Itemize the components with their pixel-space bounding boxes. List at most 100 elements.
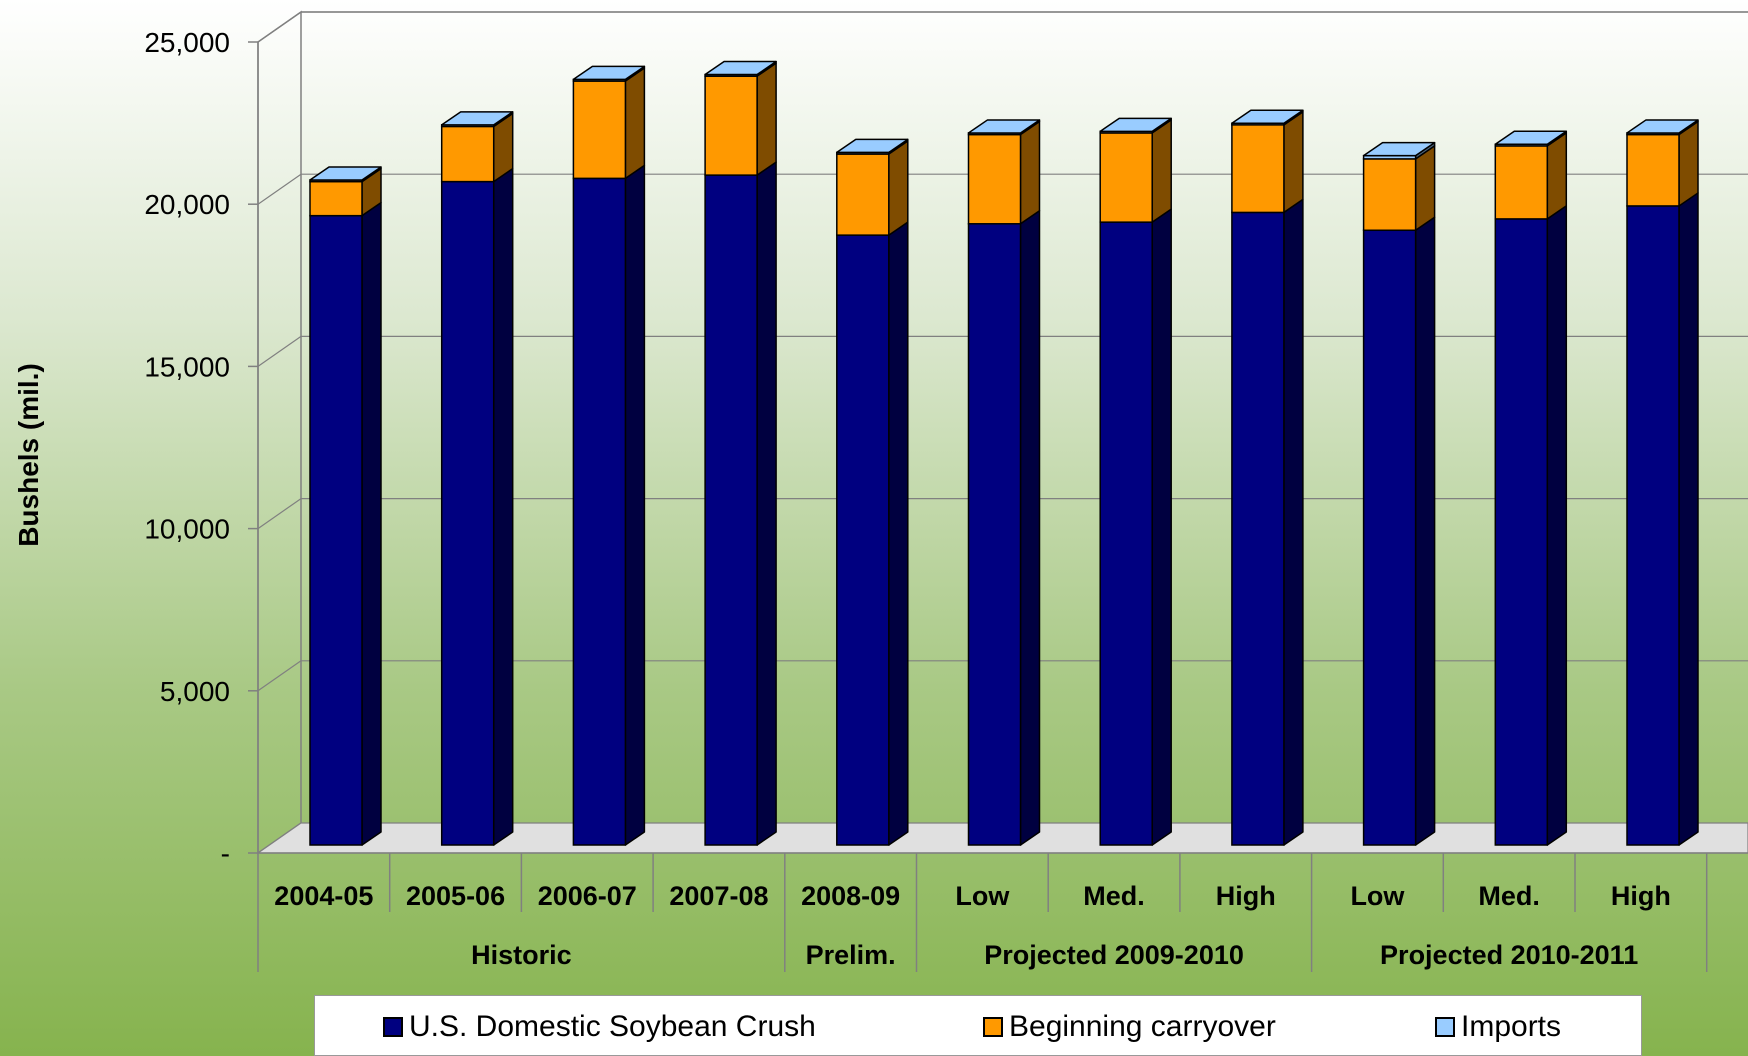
x-tick-label: Med. — [1083, 881, 1145, 911]
bar-side — [1283, 111, 1304, 214]
gridline-side — [257, 335, 302, 367]
x-tick-label: 2004-05 — [274, 881, 373, 911]
bar-segment — [1099, 132, 1153, 223]
bar-stack — [1494, 130, 1568, 846]
bar-stack — [1362, 141, 1436, 846]
y-tick-label: 5,000 — [160, 676, 230, 707]
x-tick-label: 2007-08 — [669, 881, 768, 911]
bar-segment — [572, 177, 627, 846]
gridline-side — [257, 660, 302, 692]
bar-side — [1019, 120, 1041, 225]
legend-item-carryover: Beginning carryover — [983, 1010, 1276, 1044]
bar-side — [756, 161, 777, 846]
legend-swatch-imports — [1435, 1017, 1455, 1037]
bar-side — [492, 167, 514, 846]
y-tick-label: 20,000 — [144, 189, 230, 220]
y-axis-label: Bushels (mil.) — [13, 363, 44, 547]
bar-segment — [440, 125, 495, 183]
bar-segment — [1231, 211, 1285, 846]
bar-segment — [572, 80, 627, 180]
bar-side — [1546, 205, 1568, 846]
y-tick-label: 25,000 — [144, 27, 230, 58]
bar-segment — [1362, 229, 1417, 846]
y-tick-label: - — [221, 838, 230, 869]
x-group-label: Projected 2009-2010 — [984, 940, 1244, 970]
bar-stack — [704, 60, 777, 846]
gridline-side — [257, 173, 302, 205]
bar-top — [1494, 130, 1568, 146]
bar-side — [361, 201, 382, 846]
x-group-label: Historic — [471, 940, 572, 970]
bar-side — [888, 221, 909, 846]
bar-segment — [967, 133, 1022, 225]
y-tick-label: 10,000 — [144, 514, 230, 545]
bar-segment — [967, 223, 1022, 846]
bar-stack — [1099, 117, 1172, 846]
bar-side — [624, 67, 646, 180]
bar-top — [1362, 141, 1436, 157]
bar-segment — [1231, 124, 1285, 214]
legend-swatch-crush — [383, 1017, 403, 1037]
bar-segment — [836, 234, 890, 846]
x-group-label: Prelim. — [806, 940, 896, 970]
bar-segment — [309, 180, 363, 217]
bar-top — [967, 119, 1041, 134]
bar-segment — [309, 214, 363, 846]
bar-side — [1546, 132, 1568, 220]
bar-segment — [1626, 205, 1680, 846]
bar-top — [1231, 109, 1304, 124]
bar-segment — [704, 75, 758, 176]
bar-top — [1099, 117, 1172, 133]
bar-stack — [309, 166, 382, 846]
bar-top — [704, 60, 777, 76]
bar-side — [888, 140, 909, 236]
bar-side — [624, 164, 646, 846]
legend-label-imports: Imports — [1461, 1010, 1562, 1043]
bar-side — [1414, 216, 1436, 846]
legend-label-crush: U.S. Domestic Soybean Crush — [409, 1010, 816, 1043]
x-tick-label: Med. — [1478, 881, 1540, 911]
bar-top — [440, 111, 514, 126]
bar-segment — [1626, 133, 1680, 207]
bar-segment — [704, 174, 758, 846]
x-tick-label: Low — [955, 881, 1010, 911]
x-axis: 2004-05 2005-06 2006-07 2007-08 2008-09 Low Me… — [257, 852, 1748, 972]
bar-stack — [1231, 109, 1304, 846]
x-tick-label: 2005-06 — [406, 881, 505, 911]
bar-top — [309, 166, 382, 181]
bar-side — [1151, 208, 1172, 846]
y-axis-ticks: - 5,000 10,000 15,000 20,000 25,000 — [144, 27, 259, 869]
bar-side — [756, 62, 777, 176]
side-wall — [257, 10, 302, 855]
gridline-side — [257, 498, 302, 530]
legend-label-carryover: Beginning carryover — [1009, 1010, 1276, 1043]
x-tick-label: 2006-07 — [538, 881, 637, 911]
bar-side — [1283, 198, 1304, 846]
legend-item-crush: U.S. Domestic Soybean Crush — [383, 1010, 816, 1044]
bar-segment — [836, 153, 890, 236]
gridline-side — [257, 11, 302, 43]
legend-item-imports: Imports — [1435, 1010, 1561, 1044]
bar-top — [1626, 119, 1699, 134]
bar-side — [1019, 210, 1041, 846]
bar-side — [1678, 192, 1699, 846]
bar-top — [572, 65, 646, 81]
x-tick-label: 2008-09 — [801, 881, 900, 911]
y-tick-label: 15,000 — [144, 351, 230, 382]
bar-segment — [1099, 221, 1153, 846]
bar-segment — [440, 180, 495, 846]
bar-side — [1151, 119, 1172, 223]
bar-segment — [1494, 218, 1549, 846]
bar-segment — [1494, 145, 1549, 220]
legend: U.S. Domestic Soybean Crush Beginning ca… — [314, 995, 1642, 1056]
x-tick-label: Low — [1350, 881, 1405, 911]
bar-stack — [572, 65, 646, 846]
bar-top — [836, 138, 909, 154]
bar-stack — [1626, 119, 1699, 846]
x-group-label: Projected 2010-2011 — [1380, 940, 1638, 970]
bar-stack — [836, 138, 909, 846]
bars — [309, 60, 1699, 846]
legend-swatch-carryover — [983, 1017, 1003, 1037]
